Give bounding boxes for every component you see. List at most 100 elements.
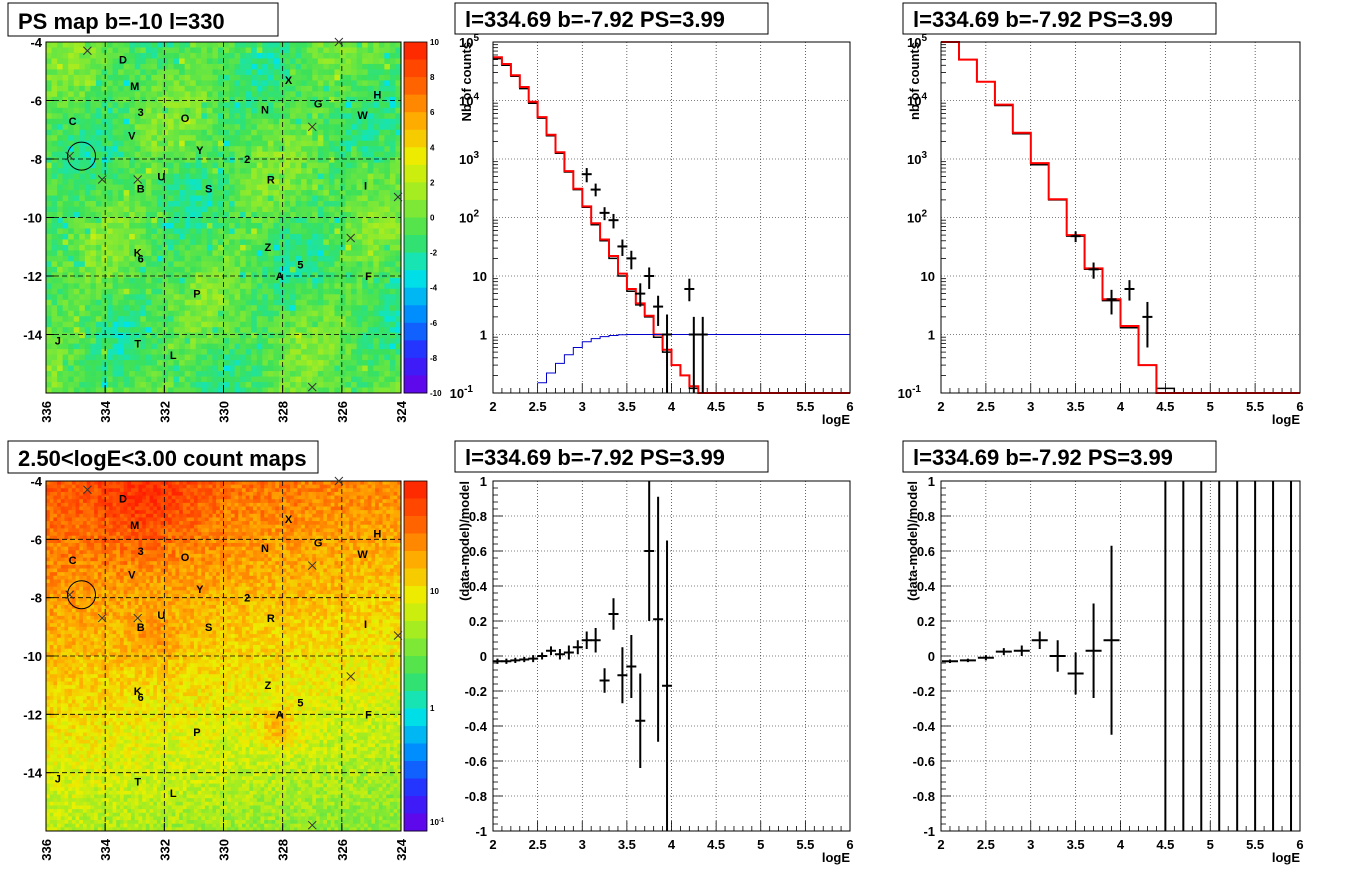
- heatmap-cell: [351, 80, 358, 87]
- heatmap-cell: [79, 272, 86, 279]
- heatmap-cell: [68, 63, 75, 70]
- heatmap-cell: [195, 80, 202, 87]
- heatmap-cell: [245, 168, 252, 175]
- heatmap-cell: [217, 222, 224, 229]
- heatmap-cell: [62, 102, 69, 109]
- source-label: X: [285, 75, 293, 87]
- heatmap-cell: [384, 338, 391, 345]
- heatmap-cell: [317, 338, 324, 345]
- heatmap-cell: [328, 244, 335, 251]
- heatmap-cell: [129, 327, 136, 334]
- heatmap-cell: [73, 124, 80, 131]
- heatmap-cell: [290, 316, 297, 323]
- heatmap-cell: [118, 184, 125, 191]
- heatmap-cell: [256, 294, 263, 301]
- heatmap-cell: [312, 118, 319, 125]
- heatmap-cell: [68, 305, 75, 312]
- heatmap-cell: [73, 58, 80, 65]
- heatmap-cell: [229, 261, 235, 268]
- heatmap-cell: [267, 85, 274, 92]
- heatmap-cell: [134, 96, 141, 103]
- heatmap-cell: [256, 272, 263, 279]
- heatmap-cell: [327, 495, 332, 500]
- heatmap-cell: [373, 321, 380, 328]
- heatmap-cell: [312, 272, 319, 279]
- heatmap-cell: [171, 488, 176, 493]
- heatmap-cell: [95, 118, 102, 125]
- heatmap-cell: [245, 283, 252, 290]
- heatmap-cell: [173, 332, 180, 339]
- heatmap-cell: [234, 338, 241, 345]
- heatmap-cell: [129, 332, 136, 339]
- heatmap-cell: [129, 195, 136, 202]
- heatmap-cell: [262, 96, 269, 103]
- heatmap-cell: [184, 96, 191, 103]
- heatmap-cell: [140, 135, 147, 142]
- heatmap-cell: [295, 239, 302, 246]
- heatmap-cell: [345, 488, 350, 493]
- heatmap-cell: [190, 74, 197, 81]
- heatmap-cell: [273, 354, 280, 361]
- heatmap-cell: [262, 371, 269, 377]
- heatmap-cell: [262, 382, 269, 388]
- source-cross: [133, 175, 143, 184]
- heatmap-cell: [234, 63, 241, 70]
- heatmap-cell: [108, 481, 113, 486]
- heatmap-cell: [373, 283, 380, 290]
- heatmap-cell: [68, 484, 73, 489]
- y-tick-label-exp: 4: [473, 92, 479, 103]
- heatmap-cell: [384, 228, 391, 235]
- heatmap-cell: [84, 250, 91, 257]
- heatmap-cell: [140, 91, 147, 98]
- heatmap-cell: [216, 491, 221, 496]
- heatmap-cell: [378, 277, 385, 284]
- heatmap-cell: [395, 222, 402, 229]
- heatmap-cell: [384, 294, 391, 301]
- heatmap-cell: [262, 294, 269, 301]
- heatmap-cell: [179, 244, 186, 251]
- source-label: B: [137, 183, 145, 195]
- heatmap-cell: [234, 244, 241, 251]
- heatmap-cell: [212, 299, 219, 306]
- heatmap-cell: [51, 349, 58, 356]
- heatmap-cell: [223, 261, 230, 268]
- heatmap-cell: [278, 283, 285, 290]
- heatmap-cell: [389, 47, 396, 54]
- heatmap-cell: [162, 244, 169, 251]
- heatmap-cell: [123, 266, 130, 273]
- heatmap-cell: [317, 85, 324, 92]
- color-scale-band: [404, 340, 427, 359]
- heatmap-cell: [179, 184, 186, 191]
- heatmap-cell: [295, 85, 302, 92]
- heatmap-cell: [57, 168, 64, 175]
- heatmap-cell: [118, 310, 125, 317]
- heatmap-cell: [171, 481, 176, 486]
- heatmap-cell: [356, 332, 363, 339]
- heatmap-cell: [90, 261, 97, 268]
- heatmap-cell: [245, 261, 252, 268]
- heatmap-cell: [195, 365, 202, 372]
- heatmap-cell: [334, 217, 341, 224]
- heatmap-cell: [267, 338, 274, 345]
- heatmap-cell: [251, 283, 258, 290]
- heatmap-cell: [101, 201, 108, 207]
- heatmap-cell: [101, 491, 106, 496]
- heatmap-cell: [112, 382, 119, 388]
- heatmap-cell: [118, 228, 125, 235]
- heatmap-cell: [234, 162, 241, 169]
- heatmap-cell: [229, 233, 235, 240]
- heatmap-cell: [123, 222, 130, 229]
- heatmap-cell: [278, 382, 285, 388]
- heatmap-cell: [57, 277, 64, 284]
- heatmap-cell: [212, 206, 219, 213]
- heatmap-cell: [79, 168, 86, 175]
- heatmap-cell: [73, 173, 80, 180]
- heatmap-cell: [362, 321, 369, 328]
- heatmap-cell: [373, 74, 380, 81]
- heatmap-cell: [107, 157, 113, 164]
- heatmap-cell: [173, 250, 180, 257]
- heatmap-cell: [140, 371, 147, 377]
- heatmap-cell: [90, 102, 97, 109]
- heatmap-cell: [129, 288, 136, 295]
